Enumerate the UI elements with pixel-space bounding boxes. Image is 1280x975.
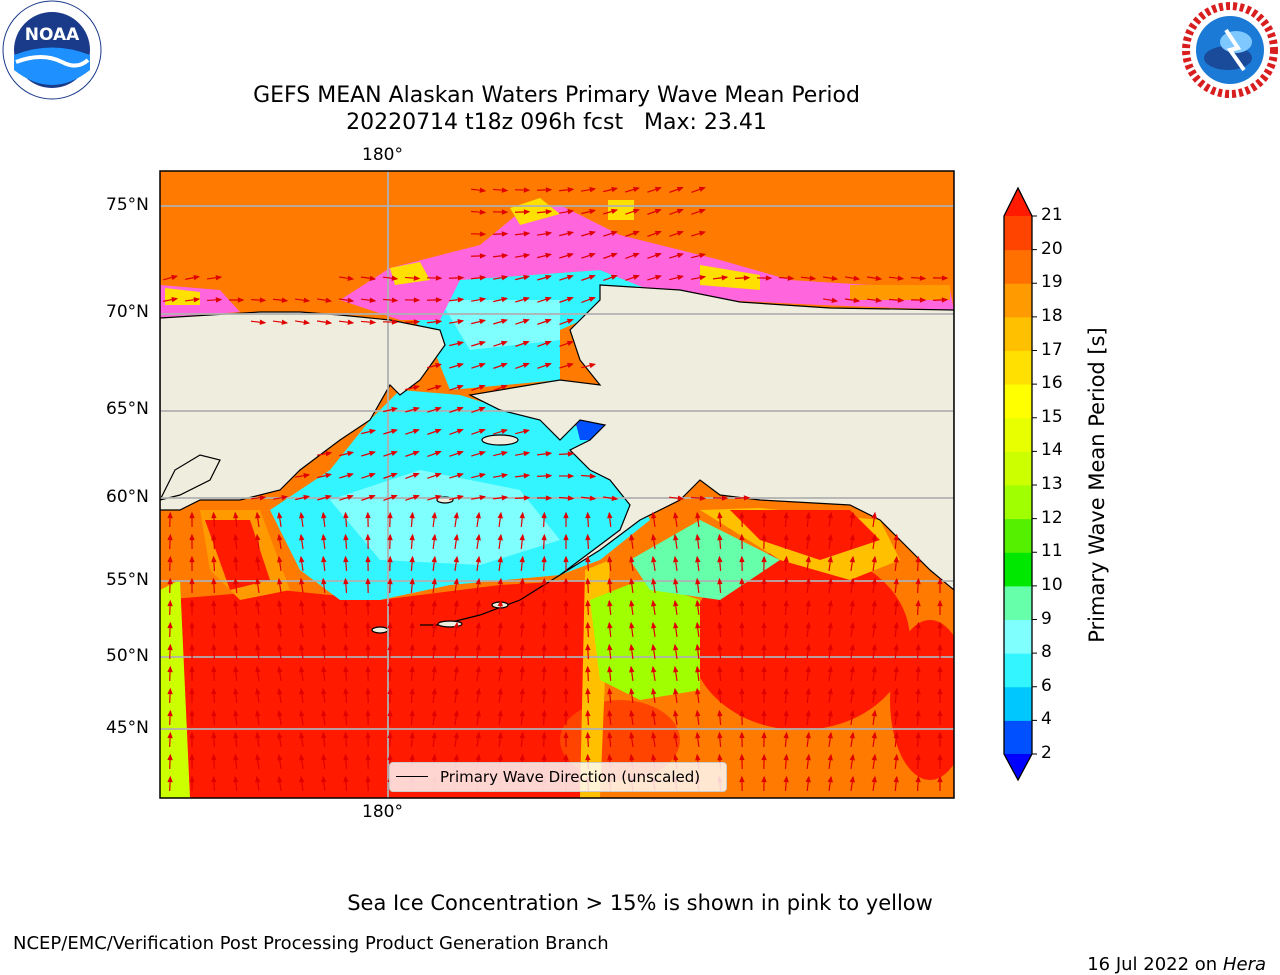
colorbar-tick-label: 21 <box>1041 205 1063 225</box>
colorbar-bin <box>1004 720 1032 754</box>
footer-date: 16 Jul 2022 on Hera <box>1076 933 1266 975</box>
colorbar-bin <box>1004 418 1032 452</box>
colorbar-tick-label: 8 <box>1041 642 1052 662</box>
colorbar-over-arrow <box>1004 188 1032 216</box>
colorbar <box>1004 188 1037 780</box>
colorbar-bin <box>1004 620 1032 654</box>
colorbar-bin <box>1004 687 1032 721</box>
colorbar-tick-label: 4 <box>1041 709 1052 729</box>
colorbar-bin <box>1004 552 1032 586</box>
colorbar-bin <box>1004 519 1032 553</box>
lat-label-70: 70°N <box>106 302 149 322</box>
colorbar-tick-label: 13 <box>1041 474 1063 494</box>
colorbar-tick-label: 18 <box>1041 306 1063 326</box>
colorbar-bin <box>1004 653 1032 687</box>
colorbar-bin <box>1004 384 1032 418</box>
colorbar-tick-label: 20 <box>1041 239 1063 259</box>
colorbar-tick-label: 10 <box>1041 575 1063 595</box>
colorbar-tick-label: 6 <box>1041 676 1052 696</box>
colorbar-bin <box>1004 216 1032 250</box>
colorbar-tick-label: 15 <box>1041 407 1063 427</box>
colorbar-bin <box>1004 317 1032 351</box>
lat-label-55: 55°N <box>106 570 149 590</box>
lat-label-65: 65°N <box>106 399 149 419</box>
colorbar-bin <box>1004 250 1032 284</box>
colorbar-bin <box>1004 451 1032 485</box>
lat-label-45: 45°N <box>106 718 149 738</box>
colorbar-label: Primary Wave Mean Period [s] <box>1085 327 1109 643</box>
lon-label-bottom: 180° <box>362 802 403 822</box>
colorbar-under-arrow <box>1004 754 1032 780</box>
footer-credit: NCEP/EMC/Verification Post Processing Pr… <box>13 933 609 954</box>
footer-machine: Hera <box>1223 954 1266 975</box>
colorbar-bin <box>1004 485 1032 519</box>
lon-label-top: 180° <box>362 145 403 165</box>
colorbar-tick-label: 12 <box>1041 508 1063 528</box>
colorbar-tick-label: 14 <box>1041 440 1063 460</box>
lat-label-60: 60°N <box>106 487 149 507</box>
footer-date-text: 16 Jul 2022 on <box>1087 954 1223 975</box>
colorbar-tick-label: 16 <box>1041 373 1063 393</box>
colorbar-bin <box>1004 351 1032 385</box>
lat-label-50: 50°N <box>106 646 149 666</box>
lat-label-75: 75°N <box>106 195 149 215</box>
legend-line-swatch <box>396 776 428 777</box>
legend-label: Primary Wave Direction (unscaled) <box>440 768 700 786</box>
colorbar-tick-label: 17 <box>1041 340 1063 360</box>
sea-ice-note: Sea Ice Concentration > 15% is shown in … <box>0 891 1280 915</box>
colorbar-bin <box>1004 283 1032 317</box>
colorbar-tick-label: 9 <box>1041 609 1052 629</box>
map-legend: Primary Wave Direction (unscaled) <box>389 762 727 792</box>
colorbar-bin <box>1004 586 1032 620</box>
colorbar-tick-label: 19 <box>1041 272 1063 292</box>
colorbar-tick-label: 11 <box>1041 541 1063 561</box>
colorbar-tick-label: 2 <box>1041 743 1052 763</box>
